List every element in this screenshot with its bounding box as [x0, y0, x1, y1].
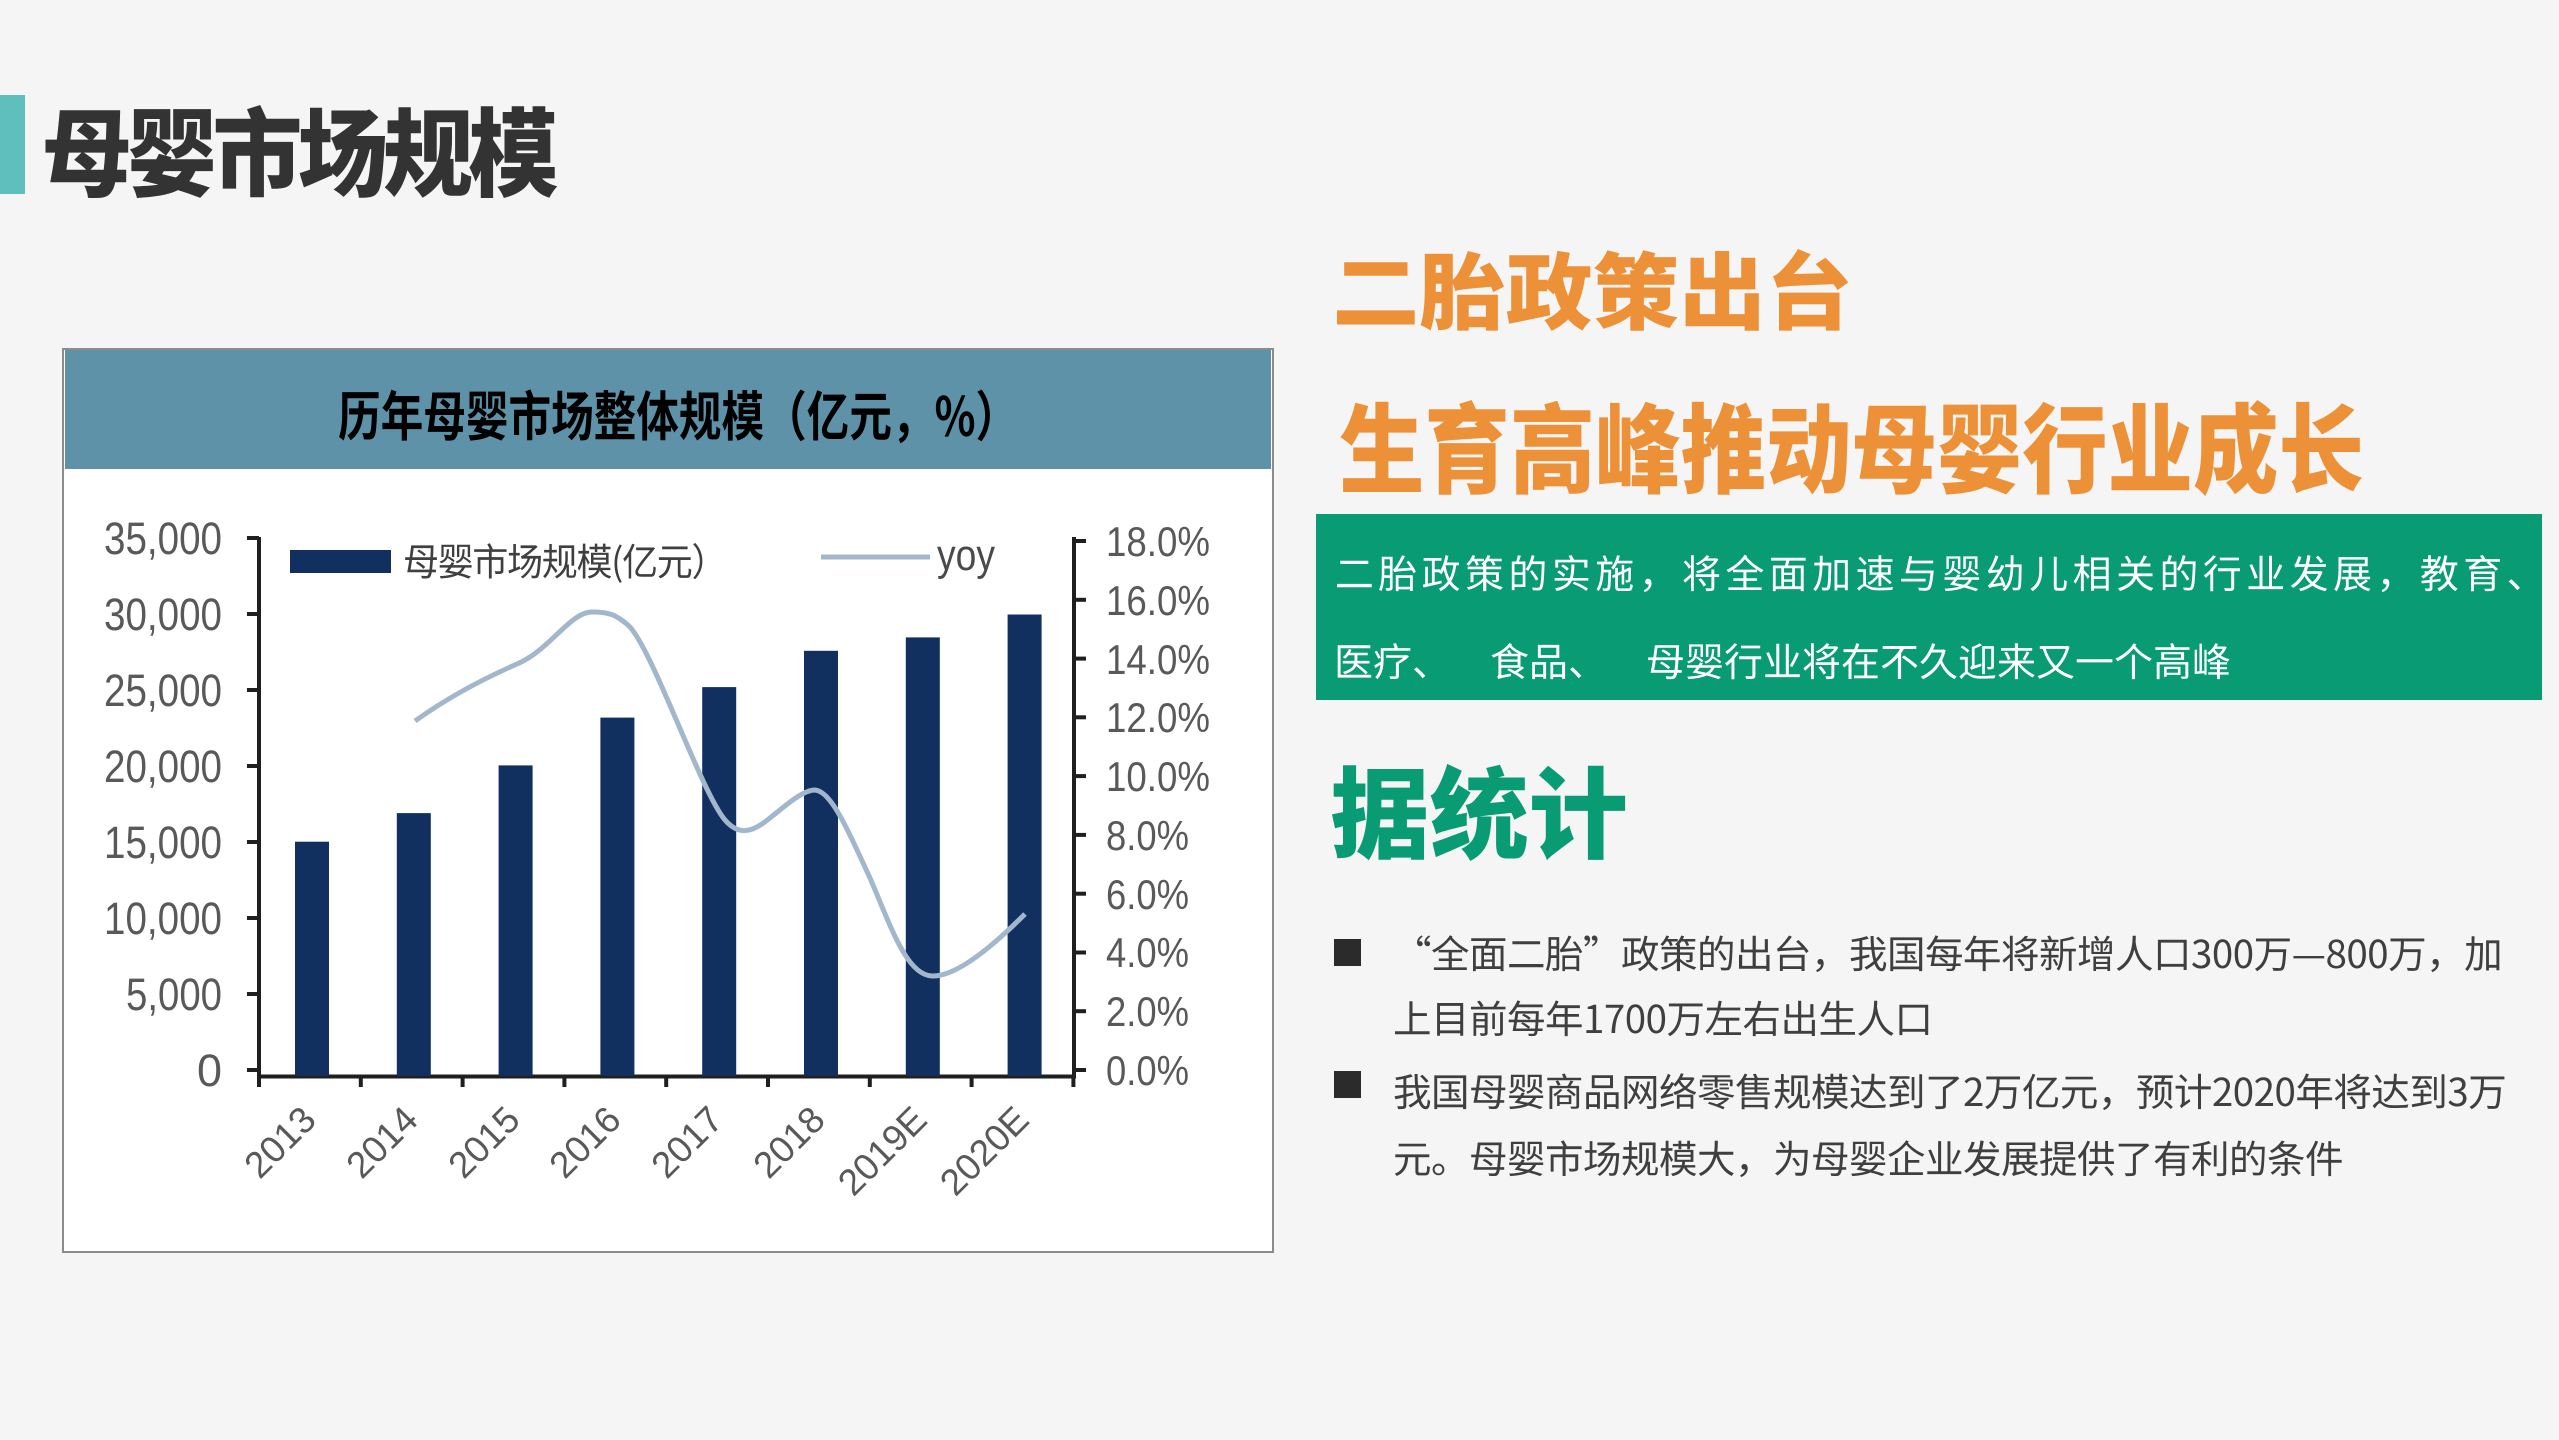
svg-text:6.0%: 6.0%	[1106, 871, 1189, 918]
svg-text:yoy: yoy	[937, 531, 995, 580]
svg-text:18.0%: 18.0%	[1106, 518, 1210, 565]
svg-text:30,000: 30,000	[104, 589, 222, 640]
svg-text:8.0%: 8.0%	[1106, 812, 1189, 859]
svg-text:10,000: 10,000	[104, 893, 222, 944]
svg-text:0: 0	[197, 1045, 222, 1096]
svg-text:35,000: 35,000	[104, 513, 222, 564]
svg-text:20,000: 20,000	[104, 741, 222, 792]
svg-text:2.0%: 2.0%	[1106, 988, 1189, 1035]
svg-text:15,000: 15,000	[104, 817, 222, 868]
svg-text:10.0%: 10.0%	[1106, 753, 1210, 800]
svg-text:4.0%: 4.0%	[1106, 929, 1189, 976]
svg-text:0.0%: 0.0%	[1106, 1047, 1189, 1094]
svg-text:12.0%: 12.0%	[1106, 694, 1210, 741]
svg-text:5,000: 5,000	[126, 969, 222, 1020]
svg-text:16.0%: 16.0%	[1106, 577, 1210, 624]
svg-text:14.0%: 14.0%	[1106, 636, 1210, 683]
svg-text:25,000: 25,000	[104, 665, 222, 716]
